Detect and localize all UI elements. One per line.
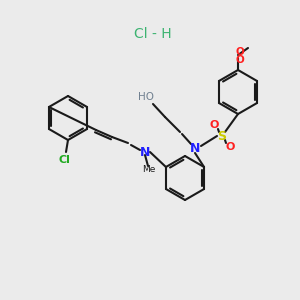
Text: HO: HO <box>138 92 154 102</box>
Text: O: O <box>236 55 244 65</box>
Text: N: N <box>190 142 200 154</box>
Text: N: N <box>140 146 150 158</box>
Text: Cl - H: Cl - H <box>134 28 171 41</box>
Text: O: O <box>209 120 219 130</box>
Text: Me: Me <box>142 166 156 175</box>
Text: Cl: Cl <box>58 155 70 165</box>
Text: S: S <box>218 130 226 142</box>
Text: O: O <box>236 47 244 57</box>
Text: O: O <box>225 142 235 152</box>
